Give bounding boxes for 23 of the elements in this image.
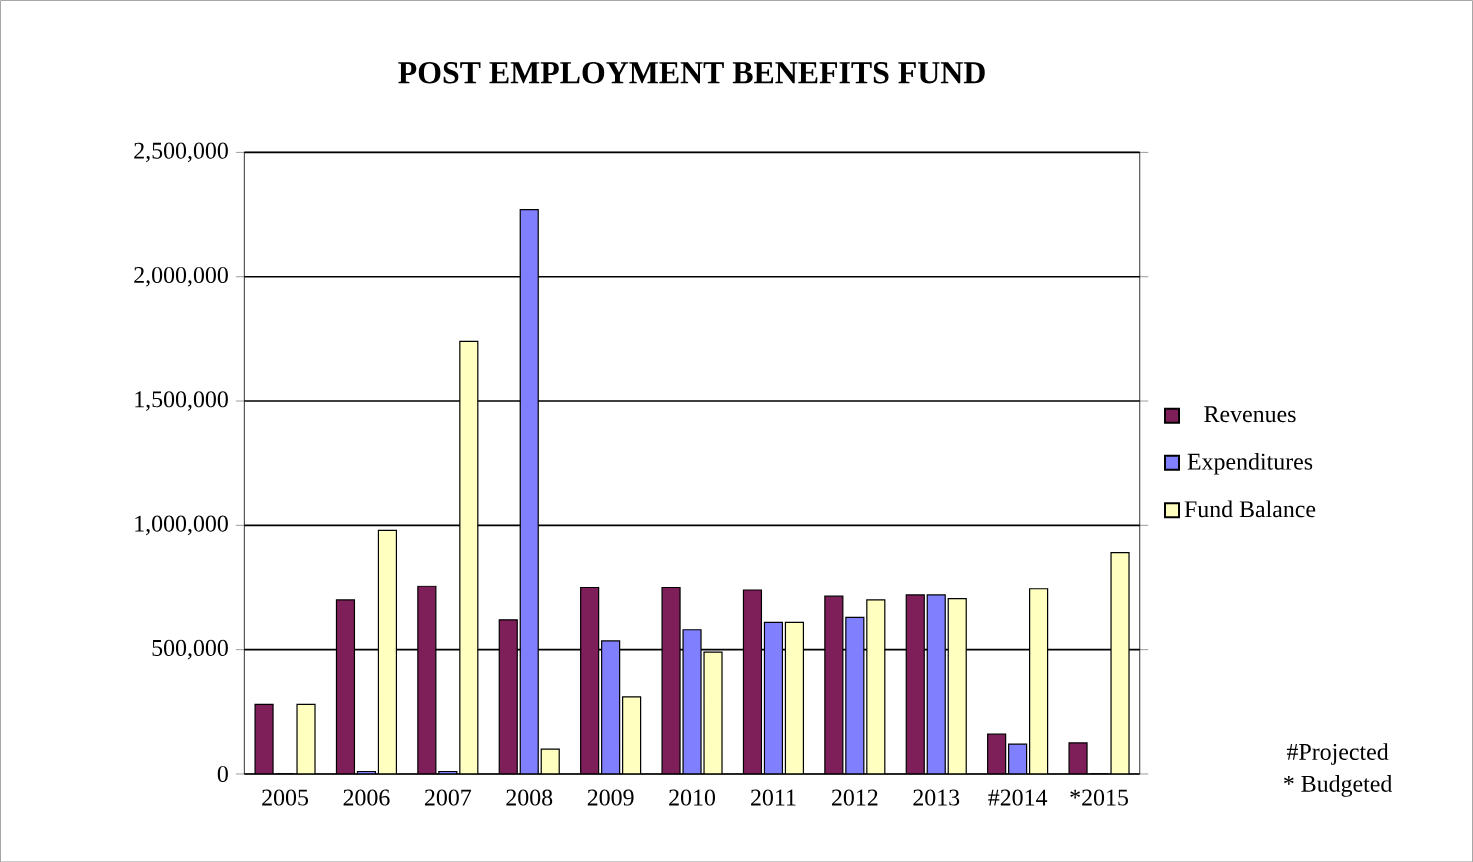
- y-tick-label: 2,000,000: [134, 266, 228, 287]
- y-tick-label: 1,000,000: [135, 515, 228, 535]
- x-tick-label: #2014: [988, 789, 1048, 806]
- x-tick-label: 2013: [913, 789, 960, 806]
- x-tick-label: 2007: [425, 789, 472, 806]
- x-tick-label: *2015: [1070, 789, 1128, 806]
- chart-title: POST EMPLOYMENT BENEFITS FUND: [398, 61, 985, 84]
- x-tick-label: 2005: [262, 789, 309, 806]
- legend-label: Fund Balance: [1184, 500, 1316, 518]
- x-tick-label: 2010: [669, 789, 716, 806]
- y-tick-label: 2,500,000: [134, 142, 228, 162]
- y-tick-label: 0: [217, 765, 228, 782]
- legend-label: Revenues: [1204, 406, 1296, 423]
- legend-label: Expenditures: [1187, 452, 1313, 475]
- text: * Budgeted: [1284, 774, 1393, 797]
- text: #Projected: [1286, 742, 1389, 765]
- y-tick-label: 500,000: [152, 639, 228, 660]
- y-tick-label: 1,500,000: [135, 391, 228, 411]
- x-tick-label: 2011: [751, 789, 796, 806]
- x-tick-label: 2006: [343, 789, 390, 806]
- x-tick-label: 2008: [506, 789, 553, 806]
- x-tick-label: 2012: [832, 789, 878, 806]
- x-tick-label: 2009: [587, 789, 634, 806]
